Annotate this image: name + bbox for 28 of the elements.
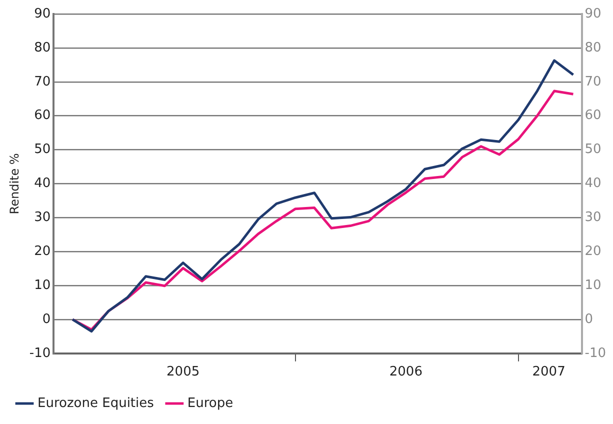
y-tick-label: 40	[34, 176, 51, 192]
y2-tick-label: 60	[584, 108, 602, 124]
y-tick-label: 60	[34, 108, 51, 124]
x-tick-label: 2005	[166, 364, 200, 380]
y2-tick-label: -10	[584, 346, 606, 361]
y-tick-label: -10	[29, 346, 51, 361]
x-tick-label: 2007	[532, 364, 566, 380]
legend-label: Europe	[187, 396, 234, 411]
y2-tick-label: 50	[584, 142, 602, 158]
y2-tick-label: 30	[584, 210, 602, 226]
y2-tick-label: 40	[584, 176, 602, 192]
legend-label: Eurozone Equities	[38, 396, 154, 411]
y2-tick-label: 90	[584, 6, 602, 22]
y-axis-title: Rendite %	[7, 153, 22, 214]
y-tick-label: 10	[34, 278, 51, 293]
y-tick-label: 0	[42, 312, 51, 327]
y2-tick-label: 70	[584, 74, 602, 90]
y-tick-label: 70	[34, 74, 51, 90]
y-tick-label: 90	[34, 6, 51, 22]
y-tick-label: 50	[34, 142, 51, 158]
y2-tick-label: 0	[584, 312, 594, 327]
y2-tick-label: 10	[584, 278, 602, 293]
y-tick-label: 80	[34, 40, 51, 56]
y2-tick-label: 80	[584, 40, 602, 56]
y-tick-label: 20	[34, 244, 51, 259]
y2-tick-label: 20	[584, 244, 602, 259]
x-tick-label: 2006	[389, 364, 422, 380]
y-tick-label: 30	[34, 210, 51, 226]
